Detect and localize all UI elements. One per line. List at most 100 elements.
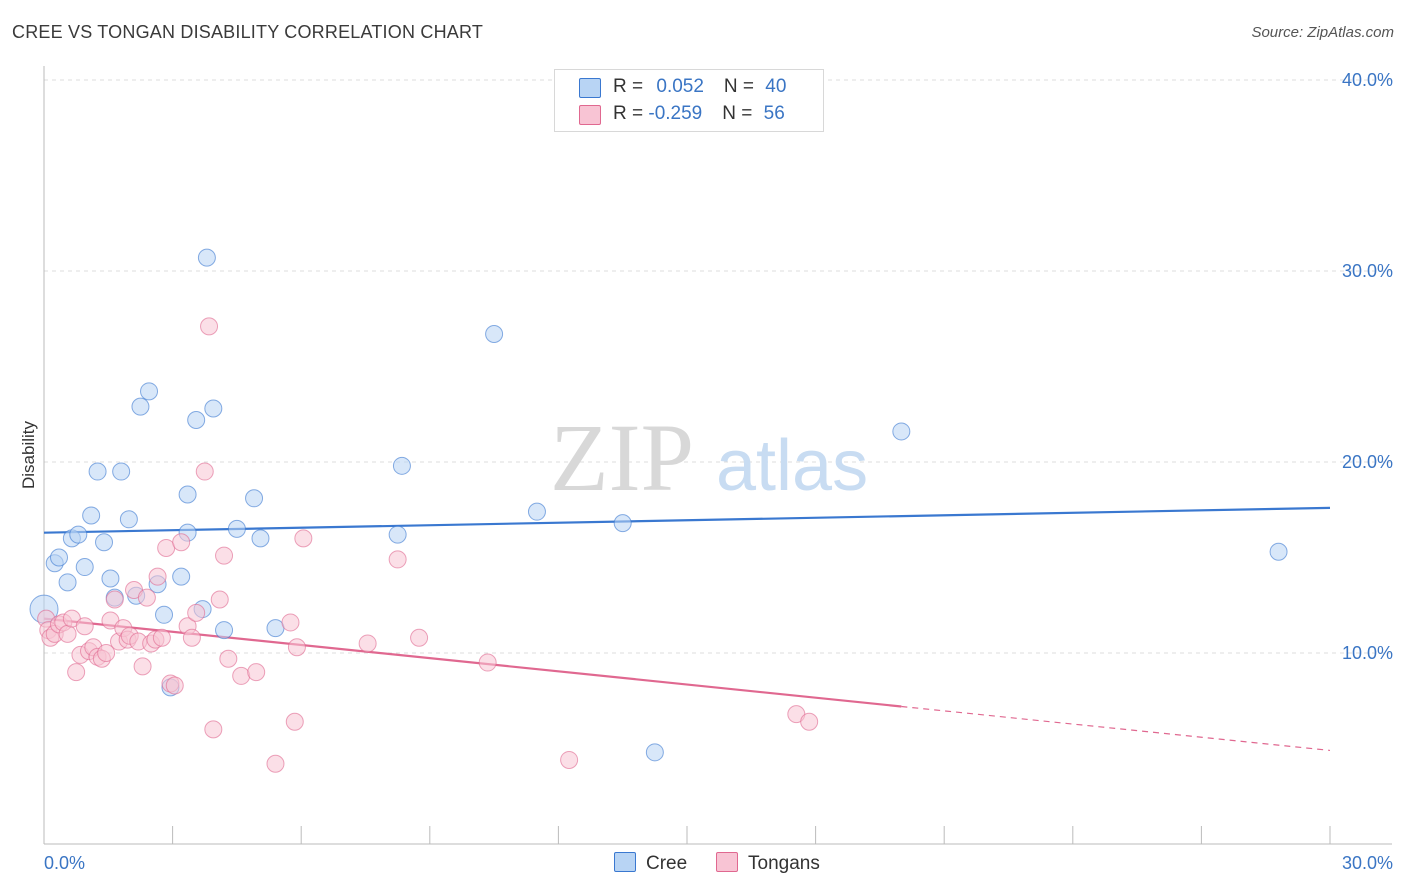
point-cree [613,514,632,533]
point-tongans [133,657,152,676]
correlation-legend: R = 0.052 N = 40 R = -0.259 N = 56 [554,69,824,132]
point-tongans [157,538,176,557]
point-cree [251,529,270,548]
point-tongans [285,712,304,731]
y-tick-label: 20.0% [1342,452,1393,472]
point-cree [215,621,234,640]
point-tongans [75,617,94,636]
y-tick-label: 30.0% [1342,261,1393,281]
point-cree [388,525,407,544]
series-swatch-tongans [716,852,738,872]
point-tongans [165,676,184,695]
point-cree [119,510,138,529]
point-cree [101,569,120,588]
point-tongans [204,720,223,739]
point-tongans [182,628,201,647]
point-tongans [281,613,300,632]
x-tick-label: 0.0% [44,853,85,873]
point-cree [131,397,150,416]
point-tongans [287,638,306,657]
point-tongans [97,644,116,662]
tick-labels: 10.0% 20.0% 30.0% 40.0% 0.0% 30.0% [44,70,1393,873]
point-cree [172,567,191,586]
point-cree [95,533,114,552]
point-cree [58,573,77,592]
point-tongans [137,588,156,607]
point-tongans [200,317,219,336]
point-cree [75,558,94,577]
legend-n-value: 56 [763,103,785,124]
point-cree [1269,542,1288,561]
point-tongans [388,550,407,569]
legend-r-label: R = [613,76,649,97]
point-cree [69,525,88,544]
point-cree [187,410,206,429]
point-tongans [172,533,191,552]
point-tongans [294,529,313,548]
point-cree [140,382,159,401]
point-tongans [105,590,124,609]
point-tongans [800,712,819,731]
trend-lines [43,506,1331,752]
point-cree [155,605,174,624]
point-cree [266,619,285,638]
point-tongans [478,653,497,672]
y-tick-label: 40.0% [1342,70,1393,90]
point-cree [245,489,264,508]
point-tongans [187,603,206,622]
series-label-cree: Cree [646,853,688,874]
source-credit: Source: ZipAtlas.com [1251,24,1394,41]
point-tongans [152,628,171,647]
point-cree [82,506,101,525]
point-tongans [210,590,229,609]
legend-swatch-tongans [579,105,601,125]
point-cree [178,485,197,504]
legend-n-label: N = [722,103,758,124]
point-tongans [67,663,86,682]
point-tongans [410,628,429,647]
data-points [29,248,1288,773]
chart-title: CREE VS TONGAN DISABILITY CORRELATION CH… [12,22,484,42]
point-cree [227,519,246,538]
series-swatch-cree [614,852,636,872]
point-tongans [148,567,167,586]
legend-r-value: 0.052 [656,76,704,97]
point-cree [645,743,664,762]
point-cree [485,325,504,344]
watermark-zip: ZIP [550,404,694,511]
series-legend-tongans: Tongans [716,852,820,875]
legend-r-value: -0.259 [648,103,703,124]
legend-n-label: N = [723,76,760,97]
point-cree [392,456,411,475]
legend-swatch-cree [579,78,601,98]
point-tongans [58,624,77,643]
axes [43,66,1392,845]
point-tongans [219,649,238,668]
point-tongans [195,462,214,481]
point-tongans [232,666,251,685]
series-label-tongans: Tongans [748,853,820,874]
legend-r-label: R = [613,103,649,124]
point-tongans [560,750,579,769]
point-tongans [266,754,285,773]
x-tick-label: 30.0% [1342,853,1393,873]
point-cree [527,502,546,521]
point-cree [88,462,107,481]
point-cree [892,422,911,441]
trend-line-cree [43,506,1331,534]
point-cree [204,399,223,418]
point-tongans [247,663,266,682]
watermark-atlas: atlas [716,426,868,506]
point-cree [197,248,216,267]
point-tongans [358,634,377,653]
legend-n-value: 40 [765,76,787,97]
grid-lines [44,79,1392,654]
y-axis-label: Disability [19,420,38,489]
trend-line-tongans [901,705,1331,752]
point-cree [112,462,131,481]
point-cree [50,548,69,567]
series-legend-cree: Cree [614,852,687,875]
point-tongans [215,546,234,565]
y-tick-label: 10.0% [1342,643,1393,663]
